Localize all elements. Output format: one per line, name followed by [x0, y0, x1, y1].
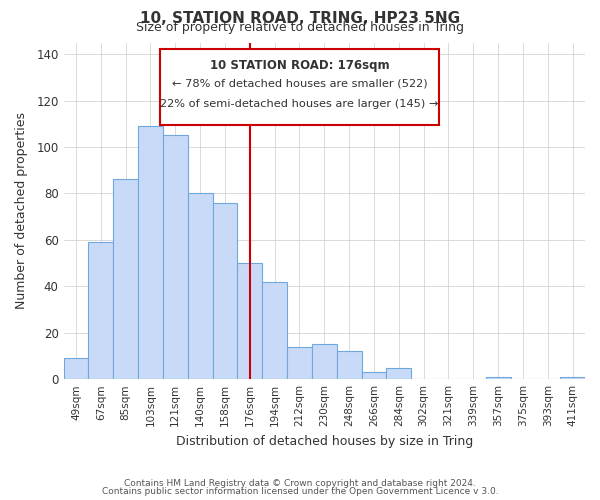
Bar	[88, 242, 113, 379]
FancyBboxPatch shape	[160, 49, 439, 125]
Bar	[312, 344, 337, 379]
Bar	[138, 126, 163, 379]
Text: Size of property relative to detached houses in Tring: Size of property relative to detached ho…	[136, 22, 464, 35]
Bar	[337, 352, 362, 379]
Bar	[64, 358, 88, 379]
Bar	[287, 346, 312, 379]
Bar	[113, 180, 138, 379]
Text: 22% of semi-detached houses are larger (145) →: 22% of semi-detached houses are larger (…	[160, 99, 439, 109]
Bar	[362, 372, 386, 379]
Bar	[238, 263, 262, 379]
Bar	[386, 368, 411, 379]
Text: Contains public sector information licensed under the Open Government Licence v : Contains public sector information licen…	[101, 487, 499, 496]
Text: 10 STATION ROAD: 176sqm: 10 STATION ROAD: 176sqm	[210, 58, 389, 71]
Bar	[212, 202, 238, 379]
Y-axis label: Number of detached properties: Number of detached properties	[15, 112, 28, 310]
X-axis label: Distribution of detached houses by size in Tring: Distribution of detached houses by size …	[176, 434, 473, 448]
Text: Contains HM Land Registry data © Crown copyright and database right 2024.: Contains HM Land Registry data © Crown c…	[124, 478, 476, 488]
Bar	[485, 377, 511, 379]
Text: 10, STATION ROAD, TRING, HP23 5NG: 10, STATION ROAD, TRING, HP23 5NG	[140, 11, 460, 26]
Bar	[163, 136, 188, 379]
Bar	[560, 377, 585, 379]
Text: ← 78% of detached houses are smaller (522): ← 78% of detached houses are smaller (52…	[172, 79, 427, 89]
Bar	[262, 282, 287, 379]
Bar	[188, 194, 212, 379]
